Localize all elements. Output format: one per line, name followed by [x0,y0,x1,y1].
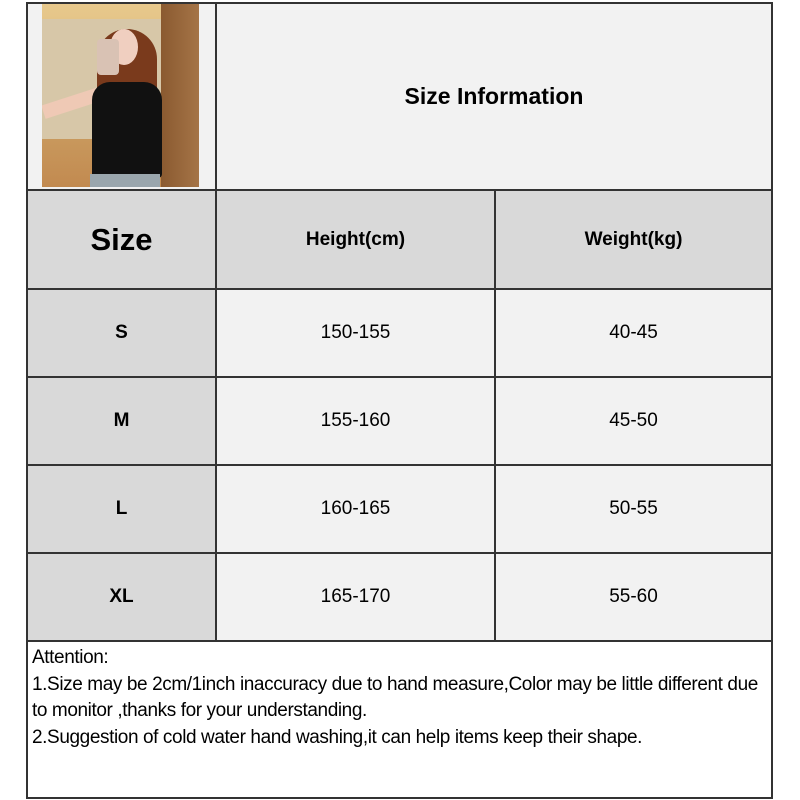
header-size: Size [26,189,217,290]
table-cell-height: 160-165 [215,464,496,554]
table-cell-height: 150-155 [215,288,496,378]
table-cell-size: M [26,376,217,466]
table-cell-height: 165-170 [215,552,496,642]
table-cell-weight: 50-55 [494,464,773,554]
header-height: Height(cm) [215,189,496,290]
notes: Attention: 1.Size may be 2cm/1inch inacc… [26,640,773,799]
table-cell-size: XL [26,552,217,642]
table-cell-weight: 45-50 [494,376,773,466]
table-cell-weight: 40-45 [494,288,773,378]
notes-heading: Attention: [32,647,109,668]
page-title: Size Information [215,2,773,191]
table-cell-weight: 55-60 [494,552,773,642]
table-cell-height: 155-160 [215,376,496,466]
product-photo [42,4,199,187]
header-weight: Weight(kg) [494,189,773,290]
notes-line-1: 1.Size may be 2cm/1inch inaccuracy due t… [32,673,758,722]
notes-line-2: 2.Suggestion of cold water hand washing,… [32,726,643,748]
table-cell-size: S [26,288,217,378]
table-cell-size: L [26,464,217,554]
